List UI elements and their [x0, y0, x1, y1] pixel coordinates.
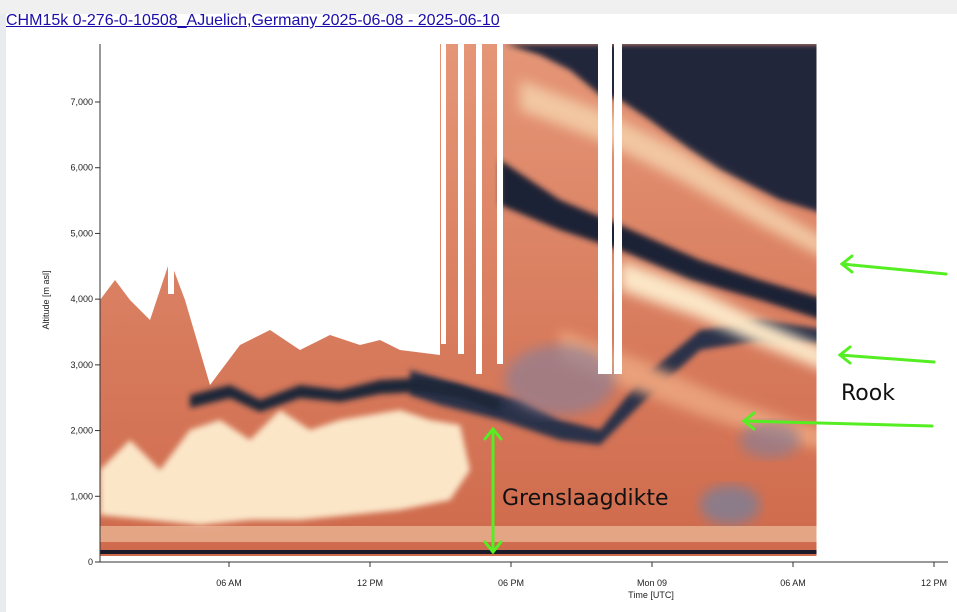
y-tick-label: 7,000 — [70, 97, 93, 107]
data-gap — [476, 44, 482, 374]
x-tick-label: 06 AM — [780, 578, 806, 588]
y-axis-ticks: 0 1,000 2,000 3,000 4,000 5,000 6,000 7,000 — [70, 97, 100, 567]
y-tick-label: 1,000 — [70, 491, 93, 501]
dark-noise-upper-right — [505, 44, 828, 215]
data-gap — [168, 44, 174, 294]
blue-grey-patch-2 — [700, 485, 760, 525]
blue-grey-patch-3 — [740, 422, 800, 458]
data-gap — [441, 44, 446, 344]
browser-top-strip — [0, 0, 957, 14]
rook-arrow-1-head — [839, 254, 854, 274]
boundary-layer-arrow-top — [483, 426, 503, 441]
smoke-layer-upper — [520, 80, 828, 260]
x-axis-title: Time [UTC] — [628, 590, 674, 600]
clear-sky-left — [100, 44, 440, 385]
rook-arrows — [741, 254, 948, 431]
y-tick-label: 6,000 — [70, 163, 93, 173]
dark-noise-band-low — [410, 320, 828, 445]
x-axis-ticks: 06 AM 12 PM 06 PM Mon 09 06 AM 12 PM — [216, 562, 947, 588]
boundary-layer-top-dark — [190, 378, 500, 412]
axes: 0 1,000 2,000 3,000 4,000 5,000 6,000 7,000 06 … — [41, 44, 948, 600]
data-gap — [614, 44, 622, 374]
x-tick-label: Mon 09 — [637, 578, 667, 588]
x-tick-label: 12 PM — [921, 578, 947, 588]
rook-arrow-1 — [840, 262, 948, 276]
rook-arrow-3-head — [741, 411, 756, 431]
y-axis-title: Altitude [m asl] — [41, 270, 51, 329]
rook-arrow-2 — [838, 353, 936, 364]
y-tick-label: 5,000 — [70, 228, 93, 238]
dark-noise-band-mid — [500, 160, 828, 322]
blue-grey-patch-1 — [505, 345, 615, 415]
no-data-region — [816, 44, 828, 556]
boundary-layer-label: Grenslaagdikte — [502, 486, 669, 511]
smoke-layer-middle — [620, 260, 828, 372]
surface-dark-line — [100, 550, 828, 554]
boundary-layer-arrow — [483, 426, 503, 555]
left-side-strip — [0, 14, 6, 612]
rook-label: Rook — [841, 381, 895, 406]
annotations: Rook Grenslaagdikte — [483, 254, 948, 555]
data-gap — [358, 44, 362, 234]
y-tick-label: 3,000 — [70, 360, 93, 370]
y-tick-label: 2,000 — [70, 426, 93, 436]
data-gap — [598, 44, 612, 374]
data-gap — [497, 44, 503, 364]
x-tick-label: 12 PM — [357, 578, 383, 588]
heatmap-plot-area — [100, 44, 828, 556]
boundary-layer-arrow-bottom — [483, 540, 503, 555]
y-tick-label: 0 — [88, 557, 93, 567]
data-gap — [458, 44, 464, 354]
y-tick-label: 4,000 — [70, 294, 93, 304]
surface-band — [100, 526, 828, 542]
boundary-layer-scatter — [100, 410, 470, 525]
x-tick-label: 06 AM — [216, 578, 242, 588]
rook-arrow-2-head — [837, 345, 852, 365]
rook-arrow-3 — [742, 419, 934, 428]
x-tick-label: 06 PM — [498, 578, 524, 588]
chart-title-link[interactable]: CHM15k 0-276-0-10508_AJuelich,Germany 20… — [6, 12, 500, 29]
